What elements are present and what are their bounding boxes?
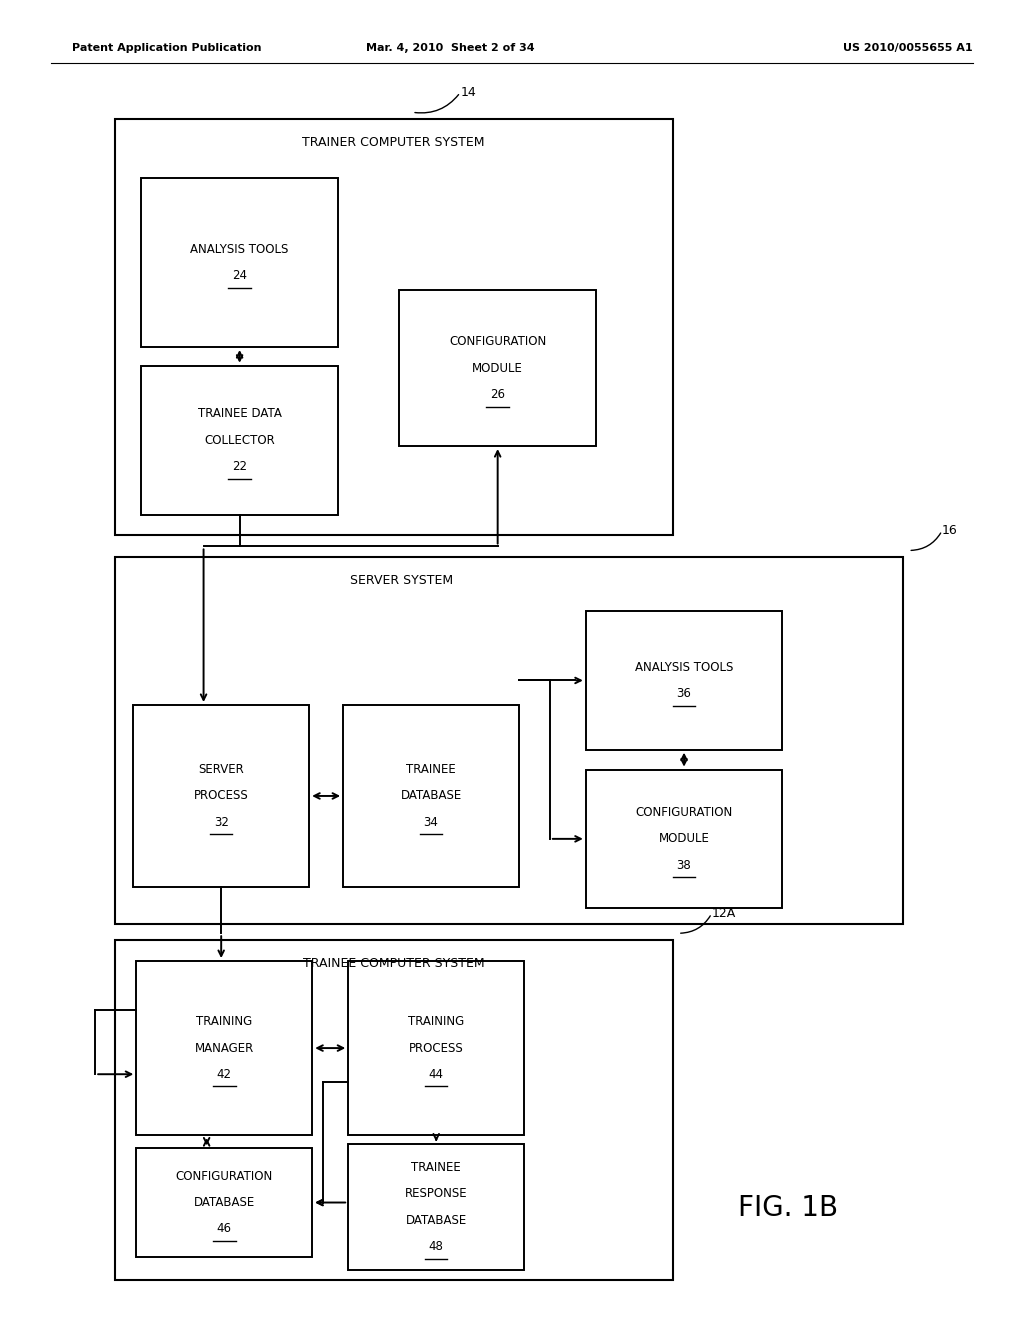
Text: 48: 48 (429, 1241, 443, 1253)
Bar (141, 366, 338, 515)
Text: 46: 46 (217, 1222, 231, 1236)
Text: PROCESS: PROCESS (409, 1041, 464, 1055)
Bar (343, 705, 519, 887)
Text: 34: 34 (424, 816, 438, 829)
Text: DATABASE: DATABASE (194, 1196, 255, 1209)
Text: TRAINEE: TRAINEE (412, 1162, 461, 1173)
Bar (133, 705, 309, 887)
Text: 38: 38 (677, 859, 691, 871)
Text: 12A: 12A (712, 907, 736, 920)
Text: DATABASE: DATABASE (406, 1214, 467, 1226)
Text: 44: 44 (429, 1068, 443, 1081)
Text: TRAINEE: TRAINEE (407, 763, 456, 776)
Text: 36: 36 (677, 688, 691, 700)
Text: TRAINER COMPUTER SYSTEM: TRAINER COMPUTER SYSTEM (302, 136, 485, 149)
Text: DATABASE: DATABASE (400, 789, 462, 803)
Text: 32: 32 (214, 816, 228, 829)
Text: MODULE: MODULE (472, 362, 523, 375)
Text: ANALYSIS TOOLS: ANALYSIS TOOLS (190, 243, 289, 256)
Text: Patent Application Publication: Patent Application Publication (72, 42, 261, 53)
Text: 24: 24 (232, 269, 247, 282)
Bar (586, 770, 782, 908)
Text: COLLECTOR: COLLECTOR (204, 434, 275, 446)
Text: MANAGER: MANAGER (195, 1041, 254, 1055)
Text: CONFIGURATION: CONFIGURATION (176, 1170, 272, 1183)
Bar (399, 290, 596, 446)
Text: 42: 42 (217, 1068, 231, 1081)
Bar (586, 611, 782, 750)
Text: RESPONSE: RESPONSE (404, 1188, 468, 1200)
Text: MODULE: MODULE (658, 833, 710, 845)
Text: 26: 26 (490, 388, 505, 401)
Text: Mar. 4, 2010  Sheet 2 of 34: Mar. 4, 2010 Sheet 2 of 34 (367, 42, 535, 53)
Bar (115, 557, 903, 924)
Bar (141, 178, 338, 347)
Text: TRAINEE COMPUTER SYSTEM: TRAINEE COMPUTER SYSTEM (303, 957, 484, 970)
Text: CONFIGURATION: CONFIGURATION (636, 807, 732, 818)
Bar (115, 119, 673, 535)
Text: US 2010/0055655 A1: US 2010/0055655 A1 (843, 42, 973, 53)
Text: TRAINEE DATA: TRAINEE DATA (198, 408, 282, 420)
Bar (348, 1144, 524, 1270)
Bar (115, 940, 673, 1280)
Text: ANALYSIS TOOLS: ANALYSIS TOOLS (635, 661, 733, 673)
Text: 16: 16 (942, 524, 957, 537)
Text: SERVER SYSTEM: SERVER SYSTEM (350, 574, 453, 587)
Text: 14: 14 (461, 86, 476, 99)
Bar (348, 961, 524, 1135)
Text: 22: 22 (232, 461, 247, 473)
Text: TRAINING: TRAINING (197, 1015, 252, 1028)
Bar (136, 1148, 312, 1257)
Text: CONFIGURATION: CONFIGURATION (450, 335, 546, 348)
Text: TRAINING: TRAINING (409, 1015, 464, 1028)
Bar (136, 961, 312, 1135)
Text: PROCESS: PROCESS (194, 789, 249, 803)
Text: SERVER: SERVER (199, 763, 244, 776)
Text: FIG. 1B: FIG. 1B (738, 1193, 839, 1222)
